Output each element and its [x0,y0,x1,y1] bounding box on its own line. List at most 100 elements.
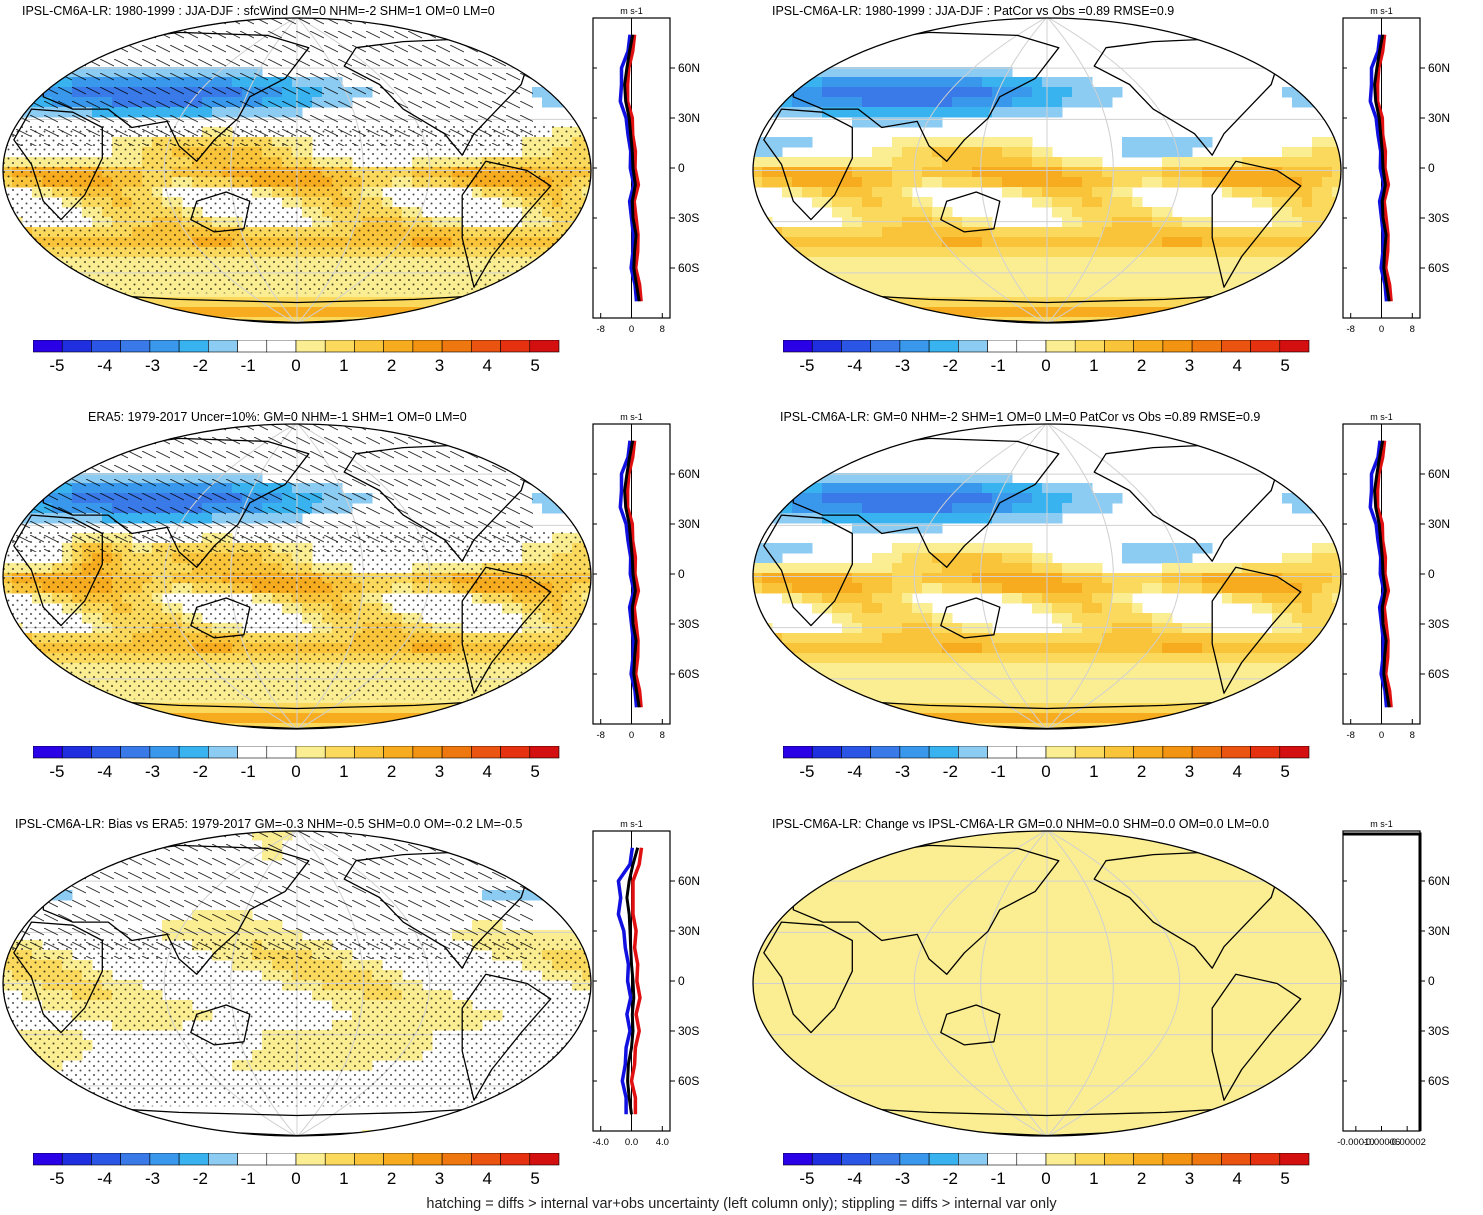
map-cell [162,297,173,308]
map-cell [912,553,923,564]
map-cell [572,297,583,308]
map-cell [972,107,983,118]
map-cell [1262,297,1273,308]
map-cell [1142,683,1153,694]
map-cell [552,307,563,318]
map-cell [1092,673,1103,684]
zonal-unit-label: m s-1 [620,412,643,422]
colorbar-label: 3 [435,762,444,781]
map-cell [1052,643,1063,654]
map-cell [962,247,973,258]
map-cell [902,523,913,534]
map-cell [832,633,843,644]
map-cell [1232,673,1243,684]
map-cell [902,137,913,148]
map-cell [1132,543,1143,554]
map-cell [1182,693,1193,704]
colorbar-swatch [266,340,297,353]
map-cell [1182,247,1193,258]
map-cell [762,87,773,98]
map-cell [72,317,83,323]
map-cell [822,563,833,574]
map-cell [942,563,953,574]
map-cell [892,307,903,318]
map-cell [12,257,23,268]
map-cell [942,693,953,704]
map-cell [502,713,513,724]
map-cell [1252,257,1263,268]
map-cell [902,703,913,714]
map-cell [1132,633,1143,644]
map-cell [1262,653,1273,664]
map-cell [782,633,793,644]
map-cell [842,583,853,594]
map-cell [892,603,903,614]
map-cell [792,97,803,108]
map-cell [892,483,903,494]
map-cell [1012,633,1023,644]
map-cell [1022,643,1033,654]
map-cell [572,267,583,278]
zonal-unit-label: m s-1 [620,6,643,16]
map-cell [92,287,103,298]
map-cell [1322,237,1333,248]
map-cell [572,307,583,318]
map-cell [892,107,903,118]
map-cell [1082,613,1093,624]
map-cell [1192,573,1203,584]
map-cell [932,87,943,98]
map-cell [1112,673,1123,684]
map-cell [522,317,533,323]
map-cell [12,723,23,729]
map-cell [1182,553,1193,564]
map-cell [1272,573,1283,584]
map-cell [772,287,783,298]
map-cell [1012,653,1023,664]
map-cell [753,653,763,664]
map-cell [552,97,563,108]
map-cell [1242,593,1253,604]
map-cell [872,603,883,614]
map-cell [902,107,913,118]
map-cell [12,653,23,664]
colorbar-label: -1 [991,356,1006,375]
map-cell [892,473,903,484]
colorbar-label: 1 [339,356,348,375]
map-cell [782,673,793,684]
map-cell [1032,87,1043,98]
map-cell [562,693,573,704]
map-cell [992,177,1003,188]
map-cell [902,177,913,188]
map-cell [882,267,893,278]
map-cell [1122,227,1133,238]
map-cell [962,257,973,268]
map-cell [1312,167,1323,178]
map-cell [852,683,863,694]
map-cell [762,673,773,684]
map-cell [902,287,913,298]
map-cell [1022,493,1033,504]
map-cell [1052,287,1063,298]
map-cell [772,317,783,323]
map-cell [1272,217,1283,228]
map-cell [522,713,533,724]
map-cell [1262,287,1273,298]
map-cell [1002,97,1013,108]
map-cell [1022,543,1033,554]
map-cell [362,703,373,714]
map-cell [912,167,923,178]
map-cell [1322,723,1333,729]
map-cell [772,683,783,694]
colorbar-swatch [500,746,531,759]
map-cell [1282,307,1293,318]
map-cell [1092,623,1103,634]
map-cell [762,167,773,178]
map-cell [842,723,853,729]
map-cell [252,317,263,323]
map-cell [242,703,253,714]
colorbar-label: 4 [483,762,492,781]
map-cell [772,703,783,714]
map-cell [902,653,913,664]
map-cell [1282,147,1293,158]
map-cell [562,930,573,941]
